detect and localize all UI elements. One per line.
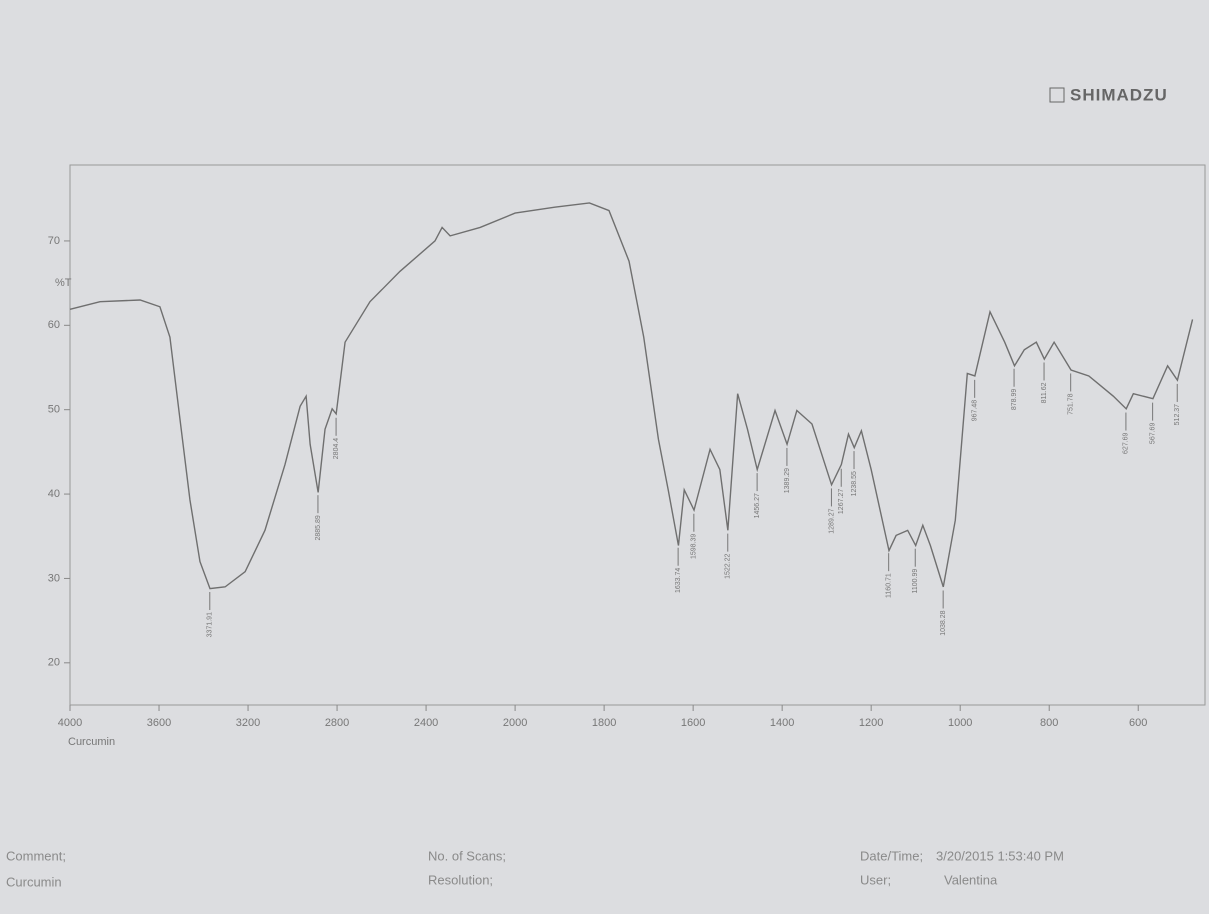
x-tick-label: 3600 bbox=[147, 717, 171, 729]
brand: SHIMADZU bbox=[1070, 85, 1168, 104]
x-tick-label: 600 bbox=[1129, 717, 1147, 729]
footer-label: Comment; bbox=[6, 848, 66, 863]
peak-label: 1522.22 bbox=[725, 554, 732, 579]
x-tick-label: 1000 bbox=[948, 717, 972, 729]
peak-label: 1389.29 bbox=[784, 468, 791, 493]
footer-value: Valentina bbox=[944, 872, 998, 887]
footer-value: Curcumin bbox=[6, 874, 62, 889]
peak-label: 1633.74 bbox=[675, 568, 682, 593]
y-axis-label: %T bbox=[55, 277, 72, 289]
x-tick-label: 1600 bbox=[681, 717, 705, 729]
page: SHIMADZU %T Curcumin Comment; Curcumin N… bbox=[0, 0, 1209, 914]
peak-label: 1267.27 bbox=[838, 489, 845, 514]
peak-label: 1238.55 bbox=[851, 471, 858, 496]
y-tick-label: 20 bbox=[48, 657, 60, 669]
peak-label: 811.62 bbox=[1041, 382, 1048, 403]
footer-value: 3/20/2015 1:53:40 PM bbox=[936, 848, 1064, 863]
x-tick-label: 1200 bbox=[859, 717, 883, 729]
peak-label: 3371.91 bbox=[207, 612, 214, 637]
x-tick-label: 1400 bbox=[770, 717, 794, 729]
peak-label: 751.78 bbox=[1068, 393, 1075, 415]
peak-label: 878.99 bbox=[1011, 389, 1018, 411]
peak-label: 1038.28 bbox=[940, 610, 947, 635]
x-axis-label: Curcumin bbox=[68, 736, 115, 748]
footer-label: No. of Scans; bbox=[428, 848, 506, 863]
x-tick-label: 4000 bbox=[58, 717, 82, 729]
x-tick-label: 2000 bbox=[503, 717, 527, 729]
peak-label: 627.69 bbox=[1123, 432, 1130, 454]
peak-label: 512.37 bbox=[1174, 404, 1181, 426]
peak-label: 1598.39 bbox=[691, 534, 698, 559]
x-tick-label: 2400 bbox=[414, 717, 438, 729]
footer-label: User; bbox=[860, 872, 891, 887]
peak-label: 567.69 bbox=[1149, 423, 1156, 445]
peak-label: 1289.27 bbox=[828, 508, 835, 533]
peak-label: 2804.4 bbox=[333, 438, 340, 460]
chart: SHIMADZU %T Curcumin Comment; Curcumin N… bbox=[0, 0, 1209, 914]
peak-label: 2885.89 bbox=[315, 515, 322, 540]
x-tick-label: 800 bbox=[1040, 717, 1058, 729]
paper bbox=[0, 0, 1209, 914]
peak-label: 1160.71 bbox=[886, 573, 893, 598]
y-tick-label: 40 bbox=[48, 488, 60, 500]
peak-label: 967.48 bbox=[972, 400, 979, 422]
x-tick-label: 1800 bbox=[592, 717, 616, 729]
y-tick-label: 30 bbox=[48, 572, 60, 584]
footer-label: Date/Time; bbox=[860, 848, 923, 863]
x-tick-label: 3200 bbox=[236, 717, 260, 729]
x-tick-label: 2800 bbox=[325, 717, 349, 729]
y-tick-label: 70 bbox=[48, 235, 60, 247]
y-tick-label: 50 bbox=[48, 404, 60, 416]
footer-label: Resolution; bbox=[428, 872, 493, 887]
y-tick-label: 60 bbox=[48, 319, 60, 331]
peak-label: 1456.27 bbox=[754, 493, 761, 518]
peak-label: 1100.99 bbox=[912, 569, 919, 594]
